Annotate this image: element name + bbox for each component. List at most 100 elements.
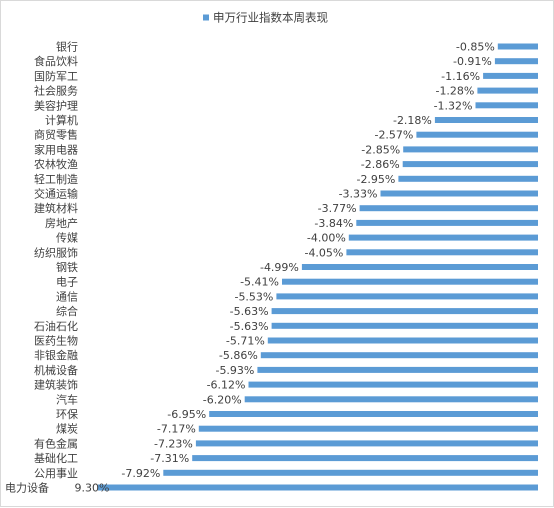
category-label-0: 银行 <box>56 40 78 54</box>
category-label-18: 综合 <box>56 304 78 318</box>
category-label-24: 汽车 <box>56 392 78 406</box>
bar-18 <box>271 308 538 315</box>
data-label-6: -2.57% <box>374 129 413 142</box>
data-label-20: -5.71% <box>226 335 265 348</box>
data-label-24: -6.20% <box>203 393 242 406</box>
bar-17 <box>276 293 538 300</box>
bar-23 <box>248 381 538 388</box>
data-label-19: -5.63% <box>230 320 269 333</box>
data-label-7: -2.85% <box>361 143 400 156</box>
data-label-29: -7.92% <box>121 467 160 480</box>
data-label-15: -4.99% <box>260 261 299 274</box>
category-label-11: 建筑材料 <box>34 201 78 215</box>
bar-16 <box>282 278 538 285</box>
category-label-19: 石油石化 <box>34 319 78 333</box>
category-label-4: 美容护理 <box>34 98 78 112</box>
data-label-27: -7.23% <box>154 437 193 450</box>
category-label-22: 机械设备 <box>34 363 78 377</box>
category-label-16: 电子 <box>56 276 78 289</box>
data-label-11: -3.77% <box>318 202 357 215</box>
category-label-15: 钢铁 <box>56 261 78 274</box>
category-label-29: 公用事业 <box>34 467 78 480</box>
category-label-27: 有色金属 <box>34 436 78 450</box>
bar-15 <box>301 264 538 270</box>
category-label-20: 医药生物 <box>34 334 78 348</box>
data-label-22: -5.93% <box>215 364 254 377</box>
data-label-17: -5.53% <box>234 290 273 303</box>
category-label-14: 纺织服饰 <box>34 245 78 259</box>
data-labels: -0.85%-0.91% -1.16% -1.28%-1.32%-2.18% -2.5… <box>75 41 495 495</box>
bar-22 <box>257 366 538 373</box>
bar-27 <box>195 440 538 447</box>
bar-21 <box>260 352 538 359</box>
data-label-2: -1.16% <box>441 70 480 83</box>
category-label-21: 非银金融 <box>34 348 78 362</box>
category-label-7: 家用电器 <box>34 142 78 156</box>
bar-8 <box>402 161 538 168</box>
category-label-25: 环保 <box>56 407 78 421</box>
bar-9 <box>398 175 538 182</box>
bars <box>98 43 539 491</box>
category-label-26: 煤炭 <box>56 423 78 436</box>
bar-1 <box>494 58 538 65</box>
bar-28 <box>192 455 538 462</box>
category-label-1: 食品饮料 <box>34 54 78 68</box>
category-label-23: 建筑装饰 <box>34 378 78 392</box>
data-label-18: -5.63% <box>230 305 269 318</box>
bar-13 <box>348 234 538 241</box>
legend-label: 申万行业指数本周表现 <box>213 11 328 25</box>
category-label-28: 基础化工 <box>34 451 78 465</box>
data-label-8: -2.86% <box>361 158 400 171</box>
bar-6 <box>416 131 538 138</box>
bar-10 <box>380 190 538 197</box>
bar-2 <box>483 72 538 79</box>
bar-12 <box>356 219 538 226</box>
data-label-14: -4.05% <box>304 246 343 259</box>
category-label-9: 轻工制造 <box>34 172 78 186</box>
bar-14 <box>346 249 538 256</box>
data-label-23: -6.12% <box>207 379 246 392</box>
category-label-13: 传媒 <box>56 232 78 245</box>
category-label-6: 商贸零售 <box>34 128 78 142</box>
category-label-8: 农林牧渔 <box>34 157 78 171</box>
data-label-21: -5.86% <box>219 349 258 362</box>
data-label-10: -3.33% <box>339 188 378 201</box>
data-label-0: -0.85% <box>456 41 495 54</box>
bar-25 <box>209 411 538 417</box>
data-label-5: -2.18% <box>393 114 432 127</box>
bar-5 <box>434 117 538 123</box>
data-label-26: -7.17% <box>157 423 196 436</box>
category-label-12: 房地产 <box>45 216 78 230</box>
bar-19 <box>271 322 538 329</box>
data-label-12: -3.84% <box>314 217 353 230</box>
category-label-3: 社会服务 <box>34 84 78 98</box>
data-label-3: -1.28% <box>435 85 474 98</box>
bar-11 <box>359 205 538 212</box>
legend-swatch <box>203 14 209 21</box>
data-label-9: -2.95% <box>356 173 395 186</box>
bar-29 <box>163 469 539 476</box>
data-label-4: -1.32% <box>434 99 473 112</box>
bar-30 <box>98 484 538 491</box>
bar-0 <box>497 43 538 50</box>
bar-24 <box>244 396 538 403</box>
category-label-30: 电力设备 <box>5 481 49 495</box>
category-label-17: 通信 <box>56 290 78 303</box>
bar-4 <box>475 102 538 109</box>
category-label-10: 交通运输 <box>34 187 78 201</box>
bar-7 <box>403 146 538 153</box>
data-label-28: -7.31% <box>150 452 189 465</box>
bar-26 <box>198 425 539 432</box>
data-label-25: -6.95% <box>167 408 206 421</box>
category-label-5: 计算机 <box>45 113 78 127</box>
data-label-16: -5.41% <box>240 276 279 289</box>
category-label-2: 国防军工 <box>34 69 78 83</box>
data-label-13: -4.00% <box>307 232 346 245</box>
category-labels: 银行食品饮料国防军工社会服务美容护理计算机商贸零售家用电器农林牧渔轻工制造交通运… <box>5 40 78 495</box>
bar-20 <box>267 337 538 344</box>
data-label-1: -0.91% <box>453 55 492 68</box>
bar-3 <box>477 87 538 94</box>
data-label-30: 9.30% <box>75 482 110 495</box>
